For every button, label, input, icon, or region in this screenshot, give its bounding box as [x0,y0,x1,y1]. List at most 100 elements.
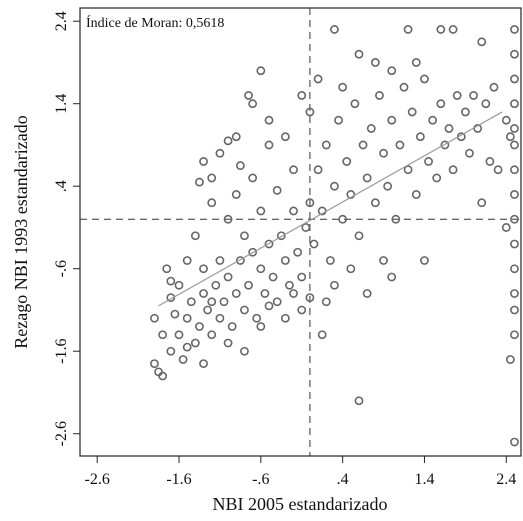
point [469,91,478,100]
point [370,198,380,208]
point [272,297,282,307]
point [330,181,339,191]
point [387,272,397,282]
point [199,359,208,368]
point [411,58,421,67]
point [256,206,266,216]
point [240,346,249,356]
point [240,231,249,241]
point [510,214,519,224]
point [358,140,368,150]
point [387,66,397,76]
point [510,437,519,447]
point [293,247,303,257]
point [227,322,237,331]
y-tick-label: -2.6 [53,421,70,446]
point [256,66,266,76]
point [182,313,192,323]
x-tick-label: 1.4 [414,471,434,488]
x-tick-label: .4 [337,471,349,488]
point [190,338,200,348]
point [190,231,200,241]
point [301,223,311,232]
point [510,264,519,274]
point [215,256,225,265]
point [231,190,241,199]
y-tick-label: -.6 [53,260,70,277]
y-tick-label: 1.4 [53,94,70,114]
point [256,264,266,274]
x-tick-label: 2.4 [496,471,516,488]
point [264,140,274,150]
point [297,272,307,282]
point [354,49,364,59]
point [272,185,282,195]
x-tick-label: -1.6 [166,471,191,488]
point [485,157,495,166]
point [510,190,519,199]
point [424,157,433,166]
point [248,247,258,257]
annotation: Índice de Moran: 0,5618 [86,14,224,31]
point [309,239,319,249]
point [510,305,519,315]
point [276,231,286,241]
point [199,157,208,166]
point [321,140,331,150]
point [240,305,249,315]
point [370,58,380,67]
point [158,371,168,381]
point [452,91,462,100]
point [235,161,245,170]
point [330,280,339,290]
point [350,99,360,109]
point [182,256,192,265]
point [297,305,307,315]
point [268,272,278,282]
point [391,214,401,224]
point [223,136,233,146]
point [399,82,409,92]
point [334,115,343,125]
point [325,256,335,265]
point [248,173,258,183]
y-tick-label: -1.6 [53,339,70,364]
point [460,107,470,117]
point [280,256,290,265]
point [436,25,446,34]
point [174,280,184,290]
point [285,280,294,290]
point [510,124,519,133]
point [510,289,519,298]
point [215,313,225,323]
point [510,140,519,150]
point [260,289,270,298]
point [219,297,229,307]
point [510,74,519,84]
point [158,330,168,340]
point [420,256,429,265]
point [166,346,176,356]
point [166,293,176,302]
point [207,330,217,340]
point [244,91,253,100]
point [195,177,204,187]
point [235,256,245,265]
point [207,173,217,183]
point [297,91,307,100]
point [403,165,413,175]
point [330,25,339,34]
point [510,165,519,175]
point [346,190,356,199]
point [403,25,413,34]
point [362,173,372,183]
point [289,206,298,216]
point [207,297,217,307]
point [264,239,274,249]
point [244,280,253,290]
point [170,309,180,319]
point [150,359,159,368]
point [289,289,298,298]
point [305,293,315,302]
